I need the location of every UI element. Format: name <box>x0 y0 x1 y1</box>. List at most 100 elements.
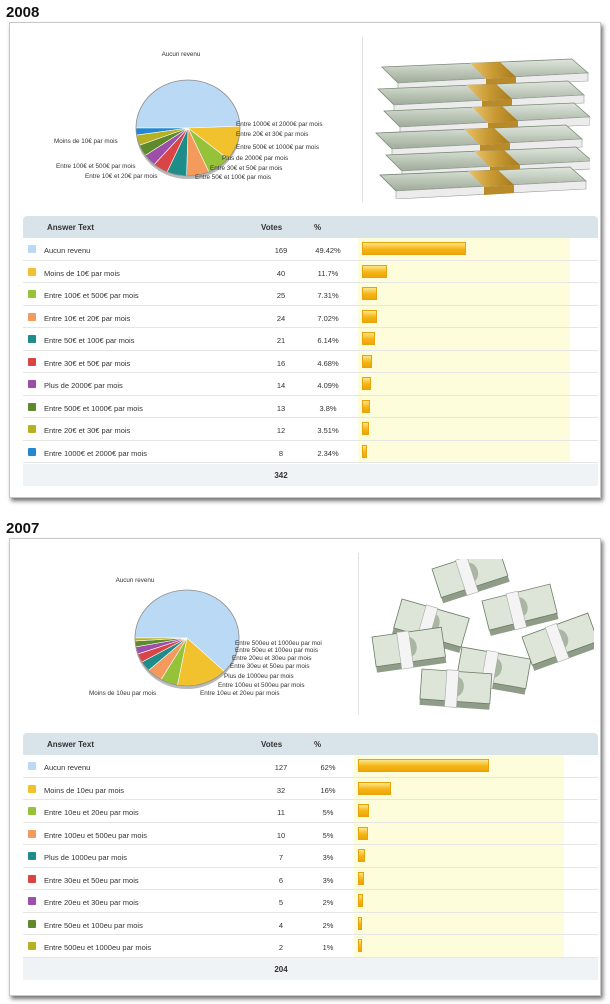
answer-label: Entre 500€ et 1000€ par mois <box>44 403 143 413</box>
vote-count: 7 <box>278 853 284 862</box>
vote-percent: 4.68% <box>317 358 339 368</box>
legend-swatch <box>28 942 36 950</box>
column-percent: % <box>314 223 322 232</box>
vote-percent: 3.8% <box>319 403 337 413</box>
table-row: Entre 10€ et 20€ par mois 24 7.02% <box>23 306 598 328</box>
pie-label: Aucun revenu <box>162 51 201 58</box>
result-bar <box>358 894 364 907</box>
result-bar <box>358 871 365 885</box>
vote-count: 12 <box>276 426 286 435</box>
answer-label: Entre 500eu et 1000eu par mois <box>44 943 152 952</box>
table-header: Answer Text Votes % <box>23 733 598 755</box>
legend-swatch <box>28 335 36 343</box>
table-row: Entre 500€ et 1000€ par mois 13 3.8% <box>23 396 598 418</box>
pie-chart-2007: Aucun revenu Moins de 10eu par mois Entre … <box>89 577 322 697</box>
legend-swatch <box>28 762 36 770</box>
vote-percent: 6.14% <box>317 336 339 345</box>
result-bar <box>362 264 387 278</box>
answer-label: Entre 10€ et 20€ par mois <box>44 313 131 323</box>
answer-label: Entre 30€ et 50€ par mois <box>44 358 131 368</box>
legend-swatch <box>28 312 36 321</box>
table-row: Entre 20€ et 30€ par mois 12 3.51% <box>23 418 598 441</box>
legend-swatch <box>28 829 36 838</box>
table-row: Entre 30€ et 50€ par mois 16 4.68% <box>23 351 598 373</box>
vote-percent: 62% <box>320 763 336 772</box>
vote-percent: 5% <box>322 808 334 817</box>
total-votes: 204 <box>274 965 288 974</box>
legend-swatch <box>28 919 36 928</box>
pie-label: Entre 30€ et 50€ par mois <box>210 165 282 172</box>
answer-label: Entre 50€ et 100€ par mois <box>44 336 135 345</box>
result-bar <box>362 287 378 300</box>
vote-count: 2 <box>278 943 284 952</box>
result-bar <box>362 354 372 368</box>
result-bar <box>362 377 371 390</box>
vote-count: 11 <box>277 808 285 817</box>
pie-label: Plus de 1000eu par mois <box>224 673 294 680</box>
pie-label: Entre 100eu et 500eu par mois <box>218 682 304 689</box>
table-row: Entre 100€ et 500€ par mois 25 7.31% <box>23 283 598 306</box>
vote-percent: 7.02% <box>317 313 339 323</box>
pie-label: Entre 30eu et 50eu par mois <box>230 663 309 670</box>
result-bar <box>362 422 370 435</box>
table-row: Aucun revenu 127 62% <box>23 755 598 778</box>
result-bar <box>358 781 391 795</box>
result-bar <box>362 242 466 255</box>
answer-label: Entre 100eu et 500eu par mois <box>44 830 147 840</box>
vote-percent: 2.34% <box>317 448 339 458</box>
legend-swatch <box>28 245 36 253</box>
vote-count: 25 <box>276 291 286 300</box>
vote-count: 4 <box>278 920 284 930</box>
table-row: Entre 100eu et 500eu par mois 10 5% <box>23 823 598 845</box>
answer-label: Moins de 10eu par mois <box>44 785 125 795</box>
vote-count: 14 <box>276 381 286 390</box>
result-bar <box>362 309 377 323</box>
column-answer-text: Answer Text <box>47 223 94 232</box>
pie-label: Entre 500€ et 1000€ par mois <box>236 144 319 151</box>
vote-count: 6 <box>278 875 284 885</box>
table-row: Plus de 2000€ par mois 14 4.09% <box>23 373 598 396</box>
legend-swatch <box>28 267 36 276</box>
answer-label: Entre 1000€ et 2000€ par mois <box>44 448 147 458</box>
pie-label: Aucun revenu <box>116 577 155 584</box>
answer-label: Entre 50eu et 100eu par mois <box>44 920 143 930</box>
answer-label: Entre 20€ et 30€ par mois <box>44 426 131 435</box>
table-row: Moins de 10eu par mois 32 16% <box>23 778 598 800</box>
column-votes: Votes <box>261 740 283 749</box>
divider <box>362 37 363 202</box>
result-bar <box>358 916 363 930</box>
vote-count: 13 <box>276 403 286 413</box>
vote-count: 24 <box>276 313 286 323</box>
table-row: Entre 30eu et 50eu par mois 6 3% <box>23 868 598 890</box>
result-bar <box>358 939 362 952</box>
pie-slice <box>135 79 241 129</box>
vote-count: 21 <box>276 336 286 345</box>
legend-swatch <box>28 380 36 388</box>
answer-label: Aucun revenu <box>44 246 91 255</box>
vote-count: 10 <box>276 830 286 840</box>
result-bar <box>358 804 370 817</box>
legend-swatch <box>28 807 36 815</box>
table-row: Entre 500eu et 1000eu par mois 2 1% <box>23 935 598 958</box>
vote-count: 5 <box>278 898 284 907</box>
column-answer-text: Answer Text <box>47 740 94 749</box>
pie-label: Moins de 10€ par mois <box>54 138 118 145</box>
answer-label: Entre 30eu et 50eu par mois <box>44 875 139 885</box>
table-row: Entre 1000€ et 2000€ par mois 8 2.34% <box>23 441 598 463</box>
vote-percent: 3% <box>322 853 334 862</box>
column-votes: Votes <box>261 223 283 232</box>
pie-label: Entre 10€ et 20€ par mois <box>85 173 157 180</box>
result-bar <box>362 444 367 458</box>
vote-percent: 2% <box>322 898 334 907</box>
legend-swatch <box>28 357 36 366</box>
poll-panel-2007: Aucun revenu Moins de 10eu par mois Entre … <box>9 538 601 996</box>
vote-percent: 4.09% <box>317 381 339 390</box>
pie-label: Entre 10eu et 20eu par mois <box>200 690 279 697</box>
answer-label: Aucun revenu <box>44 763 91 772</box>
legend-swatch <box>28 897 36 905</box>
vote-count: 127 <box>274 763 288 772</box>
pie-label: Entre 50€ et 100€ par mois <box>195 174 271 181</box>
vote-count: 32 <box>276 785 286 795</box>
vote-percent: 7.31% <box>317 291 339 300</box>
poll-panel-2008: Aucun revenu Moins de 10€ par mois Entre 1… <box>9 22 601 498</box>
